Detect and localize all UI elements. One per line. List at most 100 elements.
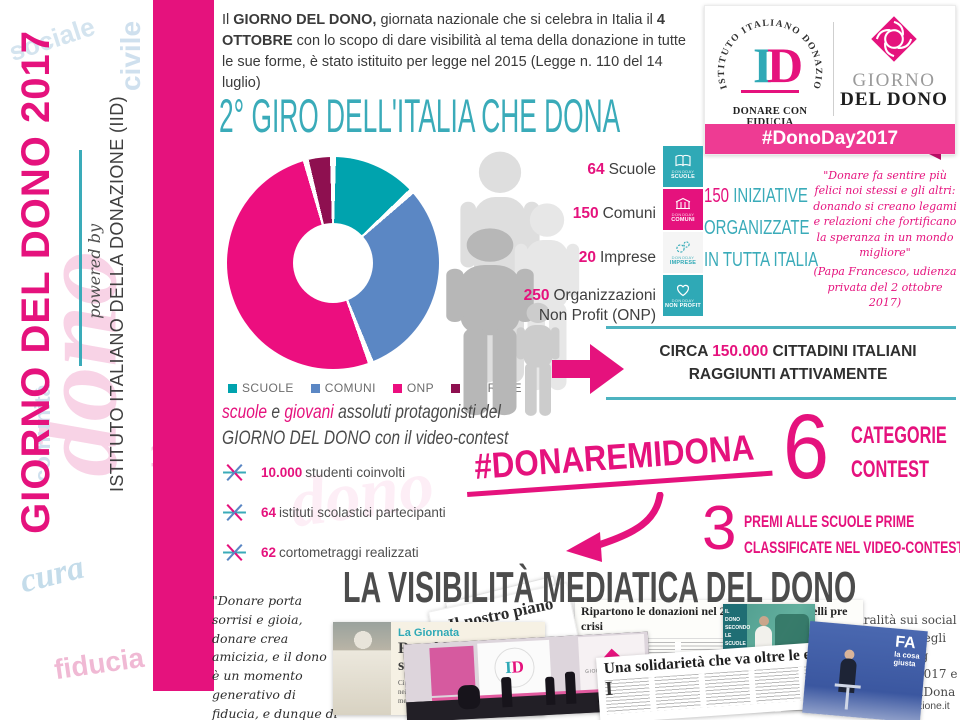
- stat-label: Organizzazioni: [553, 287, 656, 304]
- legend-swatch: [310, 383, 320, 393]
- legend-label: COMUNI: [324, 381, 376, 395]
- protagonisti-text: e: [267, 402, 285, 423]
- separator-line: [606, 397, 956, 400]
- bullet-number: 10.000: [261, 465, 303, 480]
- iniziative-block: 150 INIZIATIVE ORGANIZZATE IN TUTTA ITAL…: [704, 180, 818, 276]
- legend-swatch: [228, 383, 237, 393]
- organization-name-vertical: ISTITUTO ITALIANO DELLA DONAZIONE (IID): [107, 96, 127, 492]
- legend-item: SCUOLE: [228, 381, 294, 395]
- tv-id-letter: D: [511, 657, 525, 677]
- bullet-cortometraggi: 62 cortometraggi realizzati: [222, 540, 419, 565]
- papa-francesco-quote: "Donare fa sentire più felici noi stessi…: [810, 168, 960, 311]
- intro-paragraph: Il GIORNO DEL DONO, giornata nazionale c…: [222, 10, 700, 94]
- contest-label-line: CONTEST: [851, 455, 929, 483]
- tv-person-silhouette: [545, 676, 556, 706]
- legend-item: ONP: [392, 381, 435, 395]
- quote-attribution: (Papa Francesco, udienza privata del 2 o…: [813, 265, 957, 310]
- iid-tagline: DONARE CON FIDUCIA: [732, 106, 808, 128]
- quote-text: "Donare fa sentire più felici noi stessi…: [813, 169, 957, 259]
- legend-label: ONP: [406, 381, 435, 395]
- intro-text: Il: [222, 12, 234, 28]
- bullet-number: 62: [261, 545, 277, 560]
- protagonisti-pink-word: scuole: [222, 402, 268, 423]
- clipping-kicker: La Giornata: [398, 627, 460, 639]
- badge-category-label: NON PROFIT: [665, 302, 701, 309]
- intro-text: giornata nazionale che si celebra in Ita…: [376, 12, 657, 28]
- reach-text: CIRCA: [659, 343, 713, 360]
- stat-label: Imprese: [600, 249, 656, 266]
- stat-number: 64: [587, 161, 605, 178]
- media-section-heading: LA VISIBILITÀ MEDIATICA DEL DONO: [343, 563, 857, 612]
- powered-by-label: powered by: [85, 224, 104, 319]
- contest-number-6: 6: [783, 396, 830, 498]
- stat-scuole: 64 Scuole: [436, 160, 656, 180]
- diamond-knot-icon: [871, 16, 917, 62]
- stat-imprese: 20 Imprese: [436, 248, 656, 268]
- premi-number-3: 3: [702, 494, 737, 563]
- watermark-word: cura: [16, 548, 88, 601]
- fa-la-cosa-giusta-logo: FA la cosa giusta: [893, 634, 921, 668]
- iid-logo: ISTITUTO ITALIANO DONAZIONE I D DONARE C…: [705, 1, 831, 128]
- badge-top-label: DONODAY: [671, 254, 695, 260]
- tv-person-silhouette: [457, 684, 481, 710]
- premi-label-line: CLASSIFICATE NEL VIDEO-CONTEST: [744, 537, 960, 557]
- badge-top-label: DONODAY: [671, 297, 695, 303]
- badge-category-label: IMPRESE: [669, 259, 697, 266]
- badge-category-label: COMUNI: [671, 216, 695, 223]
- clipping-photo: [333, 622, 391, 715]
- bullet-label: cortometraggi realizzati: [279, 545, 419, 560]
- fa-logo-text: giusta: [893, 656, 916, 668]
- badge-top-label: DONODAY: [671, 168, 695, 174]
- pink-sidebar-bar: [153, 0, 214, 691]
- logo-card: ISTITUTO ITALIANO DONAZIONE I D DONARE C…: [704, 1, 956, 160]
- protagonisti-heading: scuole e giovani assoluti protagonisti d…: [222, 400, 508, 451]
- stat-number: 20: [578, 249, 596, 266]
- legend-label: SCUOLE: [242, 381, 294, 395]
- clipping-subhead: [581, 636, 857, 639]
- right-arrow-icon: [552, 344, 624, 394]
- protagonisti-text: assoluti protagonisti del: [333, 402, 501, 423]
- badge-imprese: DONODAY IMPRESE: [663, 232, 703, 273]
- tv-screenshot-fa-la-cosa-giusta: FA la cosa giusta: [802, 621, 928, 720]
- brand-giorno: GIORNO: [852, 70, 936, 91]
- donoday-banner: #DonoDay2017: [705, 124, 955, 160]
- bullet-number: 64: [261, 505, 277, 520]
- stat-label-line2: Non Profit (ONP): [538, 307, 656, 325]
- quote-text: "Donare porta sorrisi e gioia, donare cr…: [212, 593, 338, 720]
- legend-swatch: [451, 383, 461, 393]
- iniziative-line: INIZIATIVE: [729, 185, 808, 207]
- bullet-label: studenti coinvolti: [305, 465, 406, 480]
- mattarella-quote: "Donare porta sorrisi e gioia, donare cr…: [212, 592, 338, 720]
- premi-label-line: PREMI ALLE SCUOLE PRIME: [744, 512, 915, 531]
- bullet-label: istituti scolastici partecipanti: [279, 505, 446, 520]
- badge-top-label: DONODAY: [671, 211, 695, 217]
- star-bullet-icon: [223, 503, 246, 522]
- watermark-word: civile: [115, 20, 147, 92]
- iniziative-number: 150: [704, 185, 730, 207]
- contest-label-line: CATEGORIE: [851, 422, 947, 449]
- donoday-badges: DONODAY SCUOLE DONODAY COMUNI DONODAY IM…: [663, 146, 703, 316]
- legend-item: COMUNI: [310, 381, 376, 395]
- bullet-istituti: 64 istituti scolastici partecipanti: [222, 500, 446, 525]
- intro-text: con lo scopo di dare visibilità al tema …: [222, 33, 686, 92]
- book-icon: [675, 154, 691, 166]
- reach-text-line2: RAGGIUNTI ATTIVAMENTE: [688, 366, 888, 384]
- star-bullet-icon: [223, 463, 246, 482]
- section-heading: 2° GIRO DELL'ITALIA CHE DONA: [219, 89, 621, 142]
- reach-statement: CIRCA 150.000 CITTADINI ITALIANI RAGGIUN…: [618, 340, 958, 387]
- poster-title-vertical: GIORNO DEL DONO 2017: [14, 30, 58, 534]
- intro-bold-giorno-del-dono: GIORNO DEL DONO,: [233, 12, 377, 28]
- badge-scuole: DONODAY SCUOLE: [663, 146, 703, 187]
- reach-number: 150.000: [712, 343, 769, 360]
- legend-swatch: [392, 383, 402, 393]
- iniziative-line: ORGANIZZATE: [704, 217, 810, 239]
- iid-letter-d: D: [767, 37, 803, 93]
- stat-number: 250: [523, 287, 550, 304]
- giorno-del-dono-logo: GIORNO DEL DONO: [837, 12, 951, 111]
- star-bullet-icon: [223, 543, 246, 562]
- stat-comuni: 150 Comuni: [436, 204, 656, 224]
- badge-comuni: DONODAY COMUNI: [663, 189, 703, 230]
- iid-logo-graphic: ISTITUTO ITALIANO DONAZIONE I D: [705, 1, 822, 93]
- curved-arrow-icon: [566, 492, 664, 562]
- tv-person-silhouette: [564, 671, 577, 704]
